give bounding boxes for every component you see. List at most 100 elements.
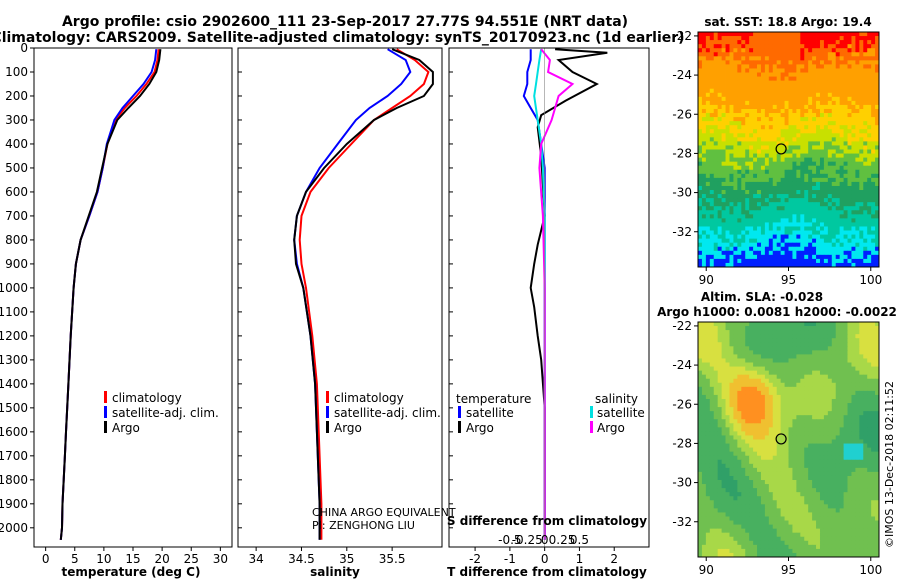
map-cell (769, 77, 773, 81)
map-cell (706, 235, 710, 239)
map-cell (840, 415, 844, 419)
map-cell (737, 48, 741, 52)
depth-tick-label: 1000 (0, 281, 28, 295)
map-cell (867, 326, 871, 330)
map-cell (824, 226, 828, 230)
map-cell (765, 472, 769, 476)
map-cell (745, 226, 749, 230)
map-cell (777, 68, 781, 72)
map-cell (863, 395, 867, 399)
map-cell (769, 444, 773, 448)
map-cell (824, 247, 828, 251)
map-cell (769, 452, 773, 456)
map-cell (714, 456, 718, 460)
map-cell (737, 488, 741, 492)
map-cell (855, 407, 859, 411)
map-cell (741, 170, 745, 174)
map-cell (733, 125, 737, 129)
map-cell (769, 85, 773, 89)
map-cell (808, 259, 812, 263)
map-cell (792, 411, 796, 415)
map-cell (820, 226, 824, 230)
map-cell (749, 367, 753, 371)
map-cell (867, 97, 871, 101)
map-cell (757, 178, 761, 182)
map-cell (698, 350, 702, 354)
map-cell (761, 480, 765, 484)
map-cell (773, 375, 777, 379)
map-cell (702, 162, 706, 166)
map-cell (800, 36, 804, 40)
map-cell (773, 198, 777, 202)
map-cell (851, 68, 855, 72)
map-cell (781, 476, 785, 480)
map-cell (836, 198, 840, 202)
map-cell (824, 431, 828, 435)
map-cell (733, 255, 737, 259)
map-cell (698, 334, 702, 338)
map-cell (745, 395, 749, 399)
map-cell (792, 101, 796, 105)
map-cell (722, 255, 726, 259)
map-cell (741, 403, 745, 407)
map-cell (710, 488, 714, 492)
map-cell (820, 214, 824, 218)
map-cell (753, 162, 757, 166)
lat-tick-label: -28 (672, 146, 692, 160)
map-cell (848, 476, 852, 480)
map-cell (812, 407, 816, 411)
map-cell (871, 48, 875, 52)
map-cell (789, 129, 793, 133)
map-cell (741, 105, 745, 109)
map-cell (769, 235, 773, 239)
map-cell (702, 468, 706, 472)
map-cell (761, 44, 765, 48)
map-cell (741, 440, 745, 444)
map-cell (851, 484, 855, 488)
map-cell (761, 32, 765, 36)
map-cell (808, 423, 812, 427)
map-cell (855, 492, 859, 496)
map-cell (848, 259, 852, 263)
map-cell (804, 154, 808, 158)
map-cell (718, 435, 722, 439)
map-cell (722, 476, 726, 480)
map-cell (855, 354, 859, 358)
map-cell (840, 330, 844, 334)
map-cell (848, 218, 852, 222)
map-cell (859, 322, 863, 326)
map-cell (828, 40, 832, 44)
map-cell (781, 363, 785, 367)
map-cell (733, 186, 737, 190)
map-cell (777, 371, 781, 375)
map-cell (718, 56, 722, 60)
map-cell (737, 500, 741, 504)
map-cell (718, 64, 722, 68)
map-cell (848, 407, 852, 411)
map-cell (773, 206, 777, 210)
map-cell (714, 415, 718, 419)
map-cell (706, 492, 710, 496)
map-cell (848, 145, 852, 149)
map-cell (836, 239, 840, 243)
map-cell (792, 259, 796, 263)
map-cell (733, 73, 737, 77)
map-cell (737, 235, 741, 239)
map-cell (867, 121, 871, 125)
map-cell (789, 476, 793, 480)
map-cell (777, 44, 781, 48)
map-cell (769, 480, 773, 484)
map-cell (804, 440, 808, 444)
map-cell (777, 496, 781, 500)
map-cell (863, 367, 867, 371)
map-cell (871, 259, 875, 263)
map-cell (769, 174, 773, 178)
map-cell (789, 121, 793, 125)
map-cell (781, 113, 785, 117)
map-cell (848, 133, 852, 137)
map-cell (840, 468, 844, 472)
map-cell (840, 32, 844, 36)
map-cell (777, 464, 781, 468)
map-cell (828, 190, 832, 194)
map-cell (871, 202, 875, 206)
